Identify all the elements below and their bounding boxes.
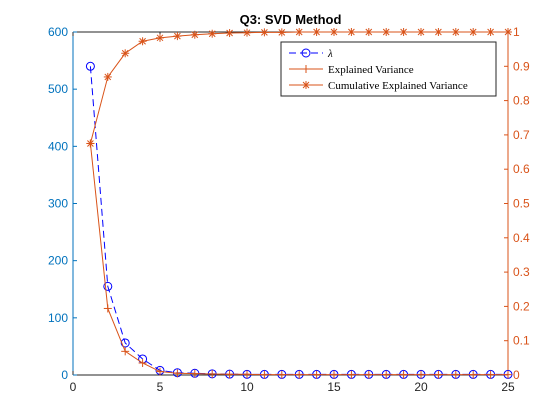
series-point-1	[295, 370, 304, 379]
series-point-2	[277, 28, 286, 37]
series-point-2	[173, 32, 182, 41]
series-point-1	[243, 370, 251, 379]
series-point-2	[103, 72, 112, 81]
legend-marker-0	[301, 48, 311, 58]
right-tick-label: 0.2	[513, 299, 530, 313]
legend-marker-2	[302, 81, 310, 89]
left-tick-label: 600	[48, 25, 68, 39]
x-tick-label: 20	[414, 380, 428, 394]
series-point-2	[225, 29, 234, 38]
series-point-2	[312, 28, 321, 36]
x-tick-label: 25	[501, 380, 515, 394]
series-point-2	[121, 49, 130, 58]
legend-label-0: λ	[327, 48, 333, 60]
series-point-1	[469, 370, 478, 379]
series-point-1	[399, 370, 408, 379]
series-point-1	[486, 370, 495, 379]
series-point-2	[295, 28, 304, 36]
left-tick-label: 100	[48, 311, 68, 325]
series-point-2	[434, 28, 443, 36]
series-point-1	[260, 370, 269, 379]
series-point-2	[190, 30, 199, 39]
series-point-2	[330, 28, 338, 36]
series-point-1	[225, 370, 234, 379]
series-point-2	[504, 28, 512, 36]
series-point-1	[312, 370, 321, 379]
series-point-1	[434, 370, 443, 379]
series-point-2	[260, 28, 269, 37]
series-point-1	[504, 370, 512, 379]
left-tick-label: 200	[48, 254, 68, 268]
left-tick-label: 500	[48, 82, 68, 96]
series-point-2	[243, 28, 251, 37]
x-tick-label: 5	[157, 380, 164, 394]
x-tick-label: 10	[240, 380, 254, 394]
right-tick-label: 0	[513, 368, 520, 382]
series-point-2	[156, 33, 164, 42]
series-point-1	[451, 370, 460, 379]
series-point-2	[138, 37, 147, 46]
right-tick-label: 0.5	[513, 197, 530, 211]
left-tick-label: 400	[48, 139, 68, 153]
right-tick-label: 0.3	[513, 265, 530, 279]
series-point-1	[121, 347, 130, 356]
series-point-1	[277, 370, 286, 379]
series-point-2	[451, 28, 460, 36]
series-point-1	[347, 370, 356, 379]
right-tick-label: 0.8	[513, 94, 530, 108]
right-tick-label: 0.4	[513, 231, 530, 245]
series-point-2	[347, 28, 356, 36]
x-tick-label: 15	[327, 380, 341, 394]
x-tick-label: 0	[70, 380, 77, 394]
series-point-1	[156, 367, 164, 376]
series-point-1	[208, 369, 217, 378]
series-point-1	[138, 358, 147, 367]
series-point-1	[382, 370, 391, 379]
left-tick-label: 300	[48, 197, 68, 211]
right-tick-label: 1	[513, 25, 520, 39]
right-tick-label: 0.1	[513, 334, 530, 348]
series-point-1	[173, 369, 182, 378]
series-point-2	[364, 28, 373, 36]
legend-label-1: Explained Variance	[328, 64, 414, 76]
series-point-0	[85, 61, 95, 71]
series-point-1	[364, 370, 373, 379]
series-point-2	[399, 28, 408, 36]
series-point-1	[417, 370, 425, 379]
series-point-2	[382, 28, 391, 36]
series-point-2	[208, 29, 217, 38]
series-point-2	[86, 139, 95, 148]
right-tick-label: 0.6	[513, 162, 530, 176]
series-point-0	[120, 338, 130, 348]
series-point-2	[417, 28, 425, 36]
series-point-2	[469, 28, 478, 36]
right-tick-label: 0.9	[513, 59, 530, 73]
series-point-1	[330, 370, 338, 379]
series-point-0	[103, 281, 113, 291]
chart-title: Q3: SVD Method	[240, 12, 342, 27]
right-tick-label: 0.7	[513, 128, 530, 142]
left-tick-label: 0	[61, 368, 68, 382]
series-point-1	[190, 369, 199, 378]
series-point-2	[486, 28, 495, 36]
series-point-1	[103, 304, 112, 313]
legend-marker-1	[302, 65, 310, 73]
legend-label-2: Cumulative Explained Variance	[328, 80, 468, 92]
